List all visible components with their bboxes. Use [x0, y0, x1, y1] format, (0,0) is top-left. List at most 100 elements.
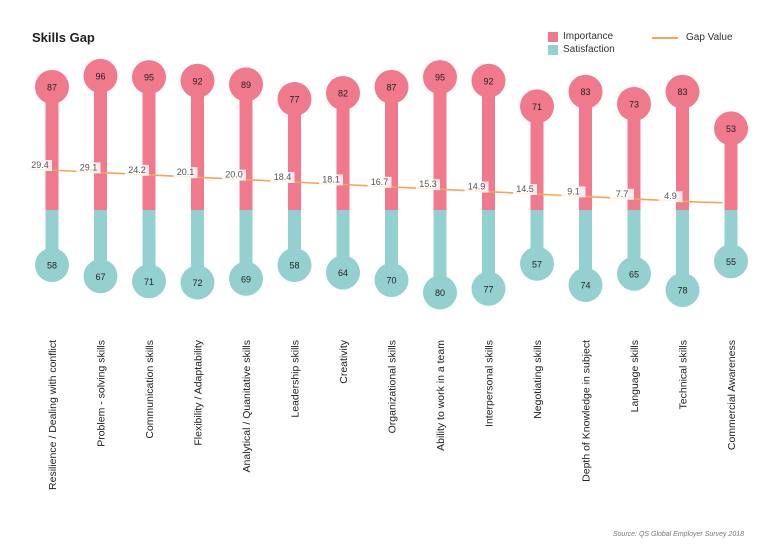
- satisfaction-value-label: 55: [726, 257, 736, 267]
- importance-value-label: 87: [386, 82, 396, 92]
- satisfaction-point: [35, 248, 69, 282]
- legend-gap-label: Gap Value: [686, 32, 733, 43]
- satisfaction-value-label: 72: [192, 278, 202, 288]
- importance-point: [471, 63, 506, 98]
- importance-point: [180, 63, 215, 98]
- gap-label-bg: [125, 164, 149, 176]
- gap-label-bg: [222, 169, 246, 181]
- importance-value-label: 87: [47, 82, 57, 92]
- gap-label-bg: [610, 188, 634, 200]
- importance-stem: [579, 91, 592, 210]
- importance-point: [326, 75, 360, 110]
- importance-point: [277, 82, 312, 117]
- gap-label-bg: [319, 174, 343, 186]
- gap-label-bg: [270, 172, 295, 183]
- importance-point: [568, 74, 603, 109]
- importance-point: [229, 67, 263, 102]
- importance-point: [665, 74, 700, 109]
- importance-point: [520, 89, 554, 124]
- category-label: Problem - solving skills: [96, 340, 108, 447]
- category-label: Communication skills: [144, 340, 156, 439]
- legend-gap: Gap Value: [652, 32, 733, 43]
- gap-value-label: 7.7: [616, 189, 629, 199]
- legend-satisfaction-swatch: [548, 44, 558, 55]
- importance-stem: [45, 86, 59, 210]
- satisfaction-point: [180, 265, 215, 300]
- category-label: Creativity: [338, 339, 350, 384]
- category-label: Resilience / Dealing with conflict: [47, 340, 59, 490]
- satisfaction-point: [423, 275, 457, 310]
- gap-label-bg: [464, 181, 489, 193]
- satisfaction-value-label: 80: [435, 288, 445, 298]
- category-label: Commercial Awareness: [726, 340, 738, 450]
- category-label: Negotiating skills: [532, 340, 544, 419]
- importance-stem: [336, 92, 350, 210]
- category-label: Analytical / Quanitative skills: [241, 340, 253, 472]
- gap-label-bg: [76, 162, 101, 174]
- gap-value-label: 15.3: [419, 179, 437, 189]
- importance-value-label: 82: [338, 88, 348, 98]
- satisfaction-point: [714, 244, 748, 279]
- importance-stem: [724, 128, 738, 210]
- importance-value-label: 95: [144, 73, 154, 83]
- satisfaction-point: [132, 264, 166, 299]
- gap-value-label: 20.0: [225, 170, 243, 180]
- importance-point: [35, 69, 69, 104]
- satisfaction-point: [277, 248, 312, 282]
- satisfaction-point: [83, 259, 118, 294]
- gap-value-label: 29.1: [80, 162, 98, 172]
- importance-point: [374, 69, 409, 104]
- importance-value-label: 77: [289, 95, 299, 105]
- satisfaction-stem: [142, 210, 156, 282]
- satisfaction-stem: [433, 210, 447, 293]
- satisfaction-value-label: 64: [338, 268, 348, 278]
- category-label: Organizational skills: [387, 340, 399, 433]
- gap-value-label: 9.1: [567, 186, 580, 196]
- gap-value-label: 18.1: [322, 174, 340, 184]
- gap-label-bg: [561, 186, 586, 198]
- gap-value-label: 16.7: [371, 177, 389, 187]
- category-label: Ability to work in a team: [435, 340, 447, 451]
- satisfaction-value-label: 70: [386, 276, 396, 286]
- importance-stem: [142, 77, 156, 210]
- satisfaction-stem: [482, 210, 495, 289]
- satisfaction-value-label: 71: [144, 277, 154, 287]
- importance-stem: [482, 80, 495, 210]
- importance-point: [617, 86, 651, 121]
- gap-value-label: 24.2: [128, 165, 146, 175]
- gap-value-label: 20.1: [177, 167, 195, 177]
- category-label: Flexibility / Adaptability: [193, 339, 205, 445]
- importance-value-label: 96: [95, 71, 105, 81]
- satisfaction-stem: [579, 210, 592, 285]
- importance-point: [423, 60, 457, 95]
- satisfaction-value-label: 57: [532, 259, 542, 269]
- importance-value-label: 83: [580, 87, 590, 97]
- gap-label-bg: [28, 160, 52, 171]
- importance-point: [714, 111, 748, 146]
- importance-value-label: 89: [241, 80, 251, 90]
- importance-stem: [676, 91, 689, 210]
- importance-stem: [239, 84, 253, 210]
- source-note: Source: QS Global Employer Survey 2018: [612, 531, 744, 538]
- legend-satisfaction: Satisfaction: [548, 44, 615, 55]
- satisfaction-point: [471, 271, 506, 306]
- category-label: Leadership skills: [290, 340, 302, 418]
- satisfaction-stem: [239, 210, 253, 279]
- importance-value-label: 92: [483, 76, 493, 86]
- satisfaction-point: [229, 261, 263, 296]
- satisfaction-value-label: 74: [580, 281, 590, 291]
- gap-value-label: 14.5: [516, 184, 534, 194]
- satisfaction-stem: [385, 210, 398, 280]
- satisfaction-value-label: 65: [629, 269, 639, 279]
- importance-value-label: 95: [435, 73, 445, 83]
- importance-stem: [433, 77, 447, 210]
- category-label: Language skills: [629, 340, 641, 412]
- importance-stem: [627, 103, 641, 210]
- legend-importance-label: Importance: [563, 31, 614, 42]
- category-label: Technical skills: [678, 340, 690, 409]
- gap-value-label: 4.9: [664, 191, 677, 201]
- satisfaction-stem: [676, 210, 689, 290]
- importance-stem: [94, 75, 107, 210]
- gap-label-bg: [173, 167, 198, 179]
